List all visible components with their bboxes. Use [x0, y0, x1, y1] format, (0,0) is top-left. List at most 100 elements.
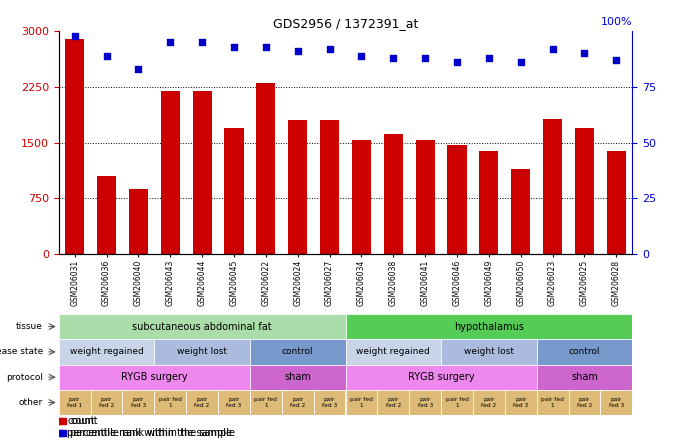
Point	[69, 32, 80, 39]
Text: subcutaneous abdominal fat: subcutaneous abdominal fat	[132, 321, 272, 332]
Text: pair
fed 2: pair fed 2	[577, 397, 592, 408]
Text: sham: sham	[571, 372, 598, 382]
Bar	[415, 140, 435, 254]
Bar	[537, 365, 632, 390]
Bar	[377, 390, 409, 415]
Text: weight lost: weight lost	[464, 347, 514, 357]
Text: RYGB surgery: RYGB surgery	[408, 372, 475, 382]
Bar	[59, 339, 154, 365]
Bar	[441, 390, 473, 415]
Bar	[575, 128, 594, 254]
Point	[388, 54, 399, 61]
Bar	[161, 91, 180, 254]
Bar	[91, 390, 122, 415]
Text: hypothalamus: hypothalamus	[454, 321, 524, 332]
Bar	[154, 390, 186, 415]
Text: pair
fed 3: pair fed 3	[513, 397, 529, 408]
Bar	[314, 390, 346, 415]
Bar	[320, 120, 339, 254]
Point	[229, 43, 240, 50]
Text: pair
fed 2: pair fed 2	[99, 397, 114, 408]
Bar	[250, 365, 346, 390]
Point	[133, 65, 144, 72]
Text: control: control	[569, 347, 600, 357]
Bar	[537, 390, 569, 415]
Text: count: count	[70, 416, 98, 426]
Text: pair
fed 3: pair fed 3	[131, 397, 146, 408]
Bar	[59, 390, 91, 415]
Text: RYGB surgery: RYGB surgery	[121, 372, 188, 382]
Bar	[607, 151, 626, 254]
Text: pair
fed 2: pair fed 2	[386, 397, 401, 408]
Text: pair fed
1: pair fed 1	[254, 397, 277, 408]
Bar	[505, 390, 537, 415]
Bar	[218, 390, 250, 415]
Bar	[384, 134, 403, 254]
Bar	[473, 390, 505, 415]
Bar	[282, 390, 314, 415]
Bar	[352, 140, 371, 254]
Point	[579, 50, 590, 57]
Point	[196, 39, 207, 46]
Bar	[511, 169, 530, 254]
Point	[261, 43, 272, 50]
Point	[483, 54, 494, 61]
Text: percentile rank within the sample: percentile rank within the sample	[70, 428, 235, 439]
Bar	[129, 189, 148, 254]
Bar	[537, 339, 632, 365]
Text: tissue: tissue	[16, 322, 43, 331]
Bar	[256, 83, 276, 254]
Text: pair
fed 2: pair fed 2	[290, 397, 305, 408]
Text: pair fed
1: pair fed 1	[159, 397, 182, 408]
Text: weight regained: weight regained	[70, 347, 144, 357]
Bar	[59, 314, 346, 339]
Point	[419, 54, 430, 61]
Bar	[97, 176, 116, 254]
Bar	[250, 339, 346, 365]
Text: 100%: 100%	[600, 16, 632, 27]
Bar	[186, 390, 218, 415]
Text: weight regained: weight regained	[357, 347, 430, 357]
Bar	[346, 314, 632, 339]
Text: other: other	[19, 398, 43, 407]
Text: disease state: disease state	[0, 347, 43, 357]
Text: pair
fed 3: pair fed 3	[227, 397, 242, 408]
Point	[547, 45, 558, 52]
Bar	[250, 390, 282, 415]
Bar	[569, 390, 600, 415]
Text: pair fed
1: pair fed 1	[350, 397, 373, 408]
Bar	[409, 390, 441, 415]
Text: protocol: protocol	[6, 373, 43, 382]
Bar	[543, 119, 562, 254]
Text: pair
fed 2: pair fed 2	[194, 397, 210, 408]
Text: pair
fed 3: pair fed 3	[609, 397, 624, 408]
Text: pair
fed 3: pair fed 3	[417, 397, 433, 408]
Point	[611, 56, 622, 63]
Bar	[225, 128, 243, 254]
Bar	[346, 339, 441, 365]
Text: pair fed
1: pair fed 1	[446, 397, 468, 408]
Text: pair
fed 1: pair fed 1	[67, 397, 82, 408]
Text: weight lost: weight lost	[177, 347, 227, 357]
Text: control: control	[282, 347, 314, 357]
Bar	[154, 339, 250, 365]
Point	[324, 45, 335, 52]
Bar	[122, 390, 154, 415]
Bar	[600, 390, 632, 415]
Text: pair
fed 3: pair fed 3	[322, 397, 337, 408]
Point	[292, 48, 303, 55]
Point	[356, 52, 367, 59]
Bar	[448, 145, 466, 254]
Text: sham: sham	[284, 372, 311, 382]
Bar	[59, 365, 250, 390]
Bar	[193, 91, 211, 254]
Text: count: count	[67, 416, 95, 426]
Bar	[346, 365, 537, 390]
Bar	[480, 151, 498, 254]
Point	[101, 52, 112, 59]
Text: percentile rank within the sample: percentile rank within the sample	[67, 428, 232, 439]
Bar	[288, 120, 307, 254]
Text: pair
fed 2: pair fed 2	[481, 397, 497, 408]
Bar	[346, 390, 377, 415]
Point	[515, 59, 527, 66]
